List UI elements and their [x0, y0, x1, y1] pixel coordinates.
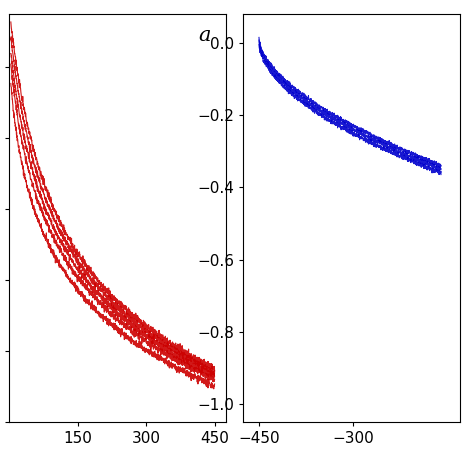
- Text: a: a: [198, 27, 210, 46]
